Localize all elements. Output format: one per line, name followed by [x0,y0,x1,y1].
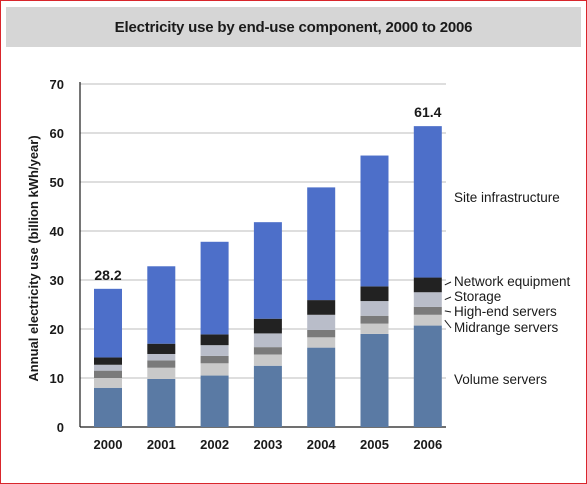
legend-label-high-end-servers: High-end servers [454,304,557,319]
bar-2000-network-equipment [94,357,122,365]
bar-2005-midrange-servers [360,323,389,334]
bar-2003-high-end-servers [253,347,282,355]
legend-leader-high-end-servers [444,310,452,313]
y-tick-label-70: 70 [50,77,64,92]
bar-2000-high-end-servers [94,370,122,378]
y-tick-label-40: 40 [50,224,64,239]
bar-2005-site-infrastructure [360,155,389,287]
x-tick-label-2006: 2006 [413,437,442,452]
bar-2003-volume-servers [253,365,282,427]
bar-2005-storage [360,301,389,316]
bar-2004-network-equipment [307,300,336,315]
bar-2000-storage [94,364,122,371]
bar-2006-network-equipment [413,277,442,293]
legend-label-volume-servers: Volume servers [454,372,547,387]
legend-label-network-equipment: Network equipment [454,274,571,289]
x-tick-label-2004: 2004 [307,437,337,452]
legend-leader-midrange-servers [444,319,452,329]
bar-2006-midrange-servers [413,314,442,326]
y-tick-label-20: 20 [50,322,64,337]
y-tick-label-50: 50 [50,175,64,190]
bar-2004-midrange-servers [307,337,336,348]
x-tick-label-2002: 2002 [200,437,229,452]
bar-2003-midrange-servers [253,354,282,366]
bar-2000-volume-servers [94,387,122,427]
bar-2003-network-equipment [253,318,282,334]
y-tick-label-60: 60 [50,126,64,141]
bar-2002-network-equipment [200,334,229,346]
bar-2005-network-equipment [360,286,389,302]
bar-2001-storage [147,353,176,361]
bar-2002-high-end-servers [200,355,229,364]
legend-label-midrange-servers: Midrange servers [454,320,559,335]
bar-2002-volume-servers [200,375,229,427]
legend-leader-storage [444,296,452,301]
bar-2002-storage [200,345,229,356]
y-tick-label-10: 10 [50,371,64,386]
y-tick-label-0: 0 [57,420,64,435]
bar-2006-high-end-servers [413,306,442,315]
bar-2001-midrange-servers [147,367,176,379]
data-label-2006: 61.4 [414,104,441,120]
bar-2000-midrange-servers [94,378,122,388]
y-axis-title: Annual electricity use (billion kWh/year… [26,135,41,381]
bar-2004-volume-servers [307,347,336,427]
chart-title: Electricity use by end-use component, 20… [114,18,473,36]
bar-2004-high-end-servers [307,329,336,338]
bar-2006-site-infrastructure [413,126,442,278]
bar-2006-volume-servers [413,325,442,427]
bar-2004-storage [307,314,336,330]
x-tick-label-2000: 2000 [94,437,123,452]
bar-2006-storage [413,292,442,307]
legend-label-site-infrastructure: Site infrastructure [454,190,560,205]
bar-2000-site-infrastructure [94,288,122,358]
bar-2001-volume-servers [147,378,176,427]
title-bar: Electricity use by end-use component, 20… [6,7,581,47]
bar-2001-high-end-servers [147,360,176,368]
bar-2003-storage [253,333,282,348]
bar-2001-site-infrastructure [147,266,176,344]
bar-2005-volume-servers [360,333,389,427]
bar-2002-site-infrastructure [200,241,229,335]
bar-2005-high-end-servers [360,315,389,324]
x-tick-label-2001: 2001 [147,437,176,452]
bar-2004-site-infrastructure [307,187,336,301]
x-tick-label-2005: 2005 [360,437,389,452]
bar-2003-site-infrastructure [253,222,282,319]
legend-leader-network-equipment [444,281,452,286]
legend-label-storage: Storage [454,289,501,304]
data-label-2000: 28.2 [94,267,121,283]
bar-2002-midrange-servers [200,363,229,376]
bar-2001-network-equipment [147,343,176,354]
y-tick-label-30: 30 [50,273,64,288]
x-tick-label-2003: 2003 [253,437,282,452]
